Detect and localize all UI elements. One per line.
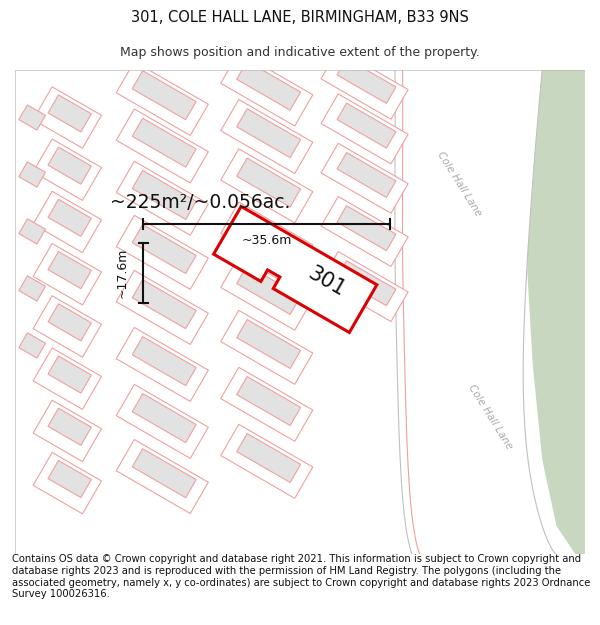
Polygon shape — [116, 328, 208, 401]
Polygon shape — [33, 400, 101, 462]
Polygon shape — [48, 147, 91, 184]
Polygon shape — [221, 202, 313, 276]
Polygon shape — [116, 384, 208, 458]
Polygon shape — [132, 279, 196, 329]
Polygon shape — [337, 261, 396, 306]
Polygon shape — [48, 95, 91, 132]
Polygon shape — [33, 244, 101, 305]
Text: Map shows position and indicative extent of the property.: Map shows position and indicative extent… — [120, 46, 480, 59]
Polygon shape — [33, 296, 101, 357]
Polygon shape — [237, 434, 301, 482]
Polygon shape — [19, 162, 46, 187]
Polygon shape — [33, 348, 101, 409]
Text: 301: 301 — [304, 263, 349, 301]
Polygon shape — [321, 143, 408, 213]
Text: Contains OS data © Crown copyright and database right 2021. This information is : Contains OS data © Crown copyright and d… — [12, 554, 590, 599]
Polygon shape — [132, 449, 196, 498]
Polygon shape — [337, 206, 396, 251]
Polygon shape — [116, 271, 208, 344]
Polygon shape — [237, 376, 301, 426]
Polygon shape — [390, 70, 556, 554]
Polygon shape — [132, 224, 196, 274]
Polygon shape — [19, 332, 46, 358]
Polygon shape — [48, 251, 91, 289]
Polygon shape — [221, 99, 313, 174]
Polygon shape — [116, 439, 208, 514]
Polygon shape — [33, 191, 101, 253]
Polygon shape — [116, 109, 208, 183]
Polygon shape — [132, 71, 196, 119]
Polygon shape — [19, 276, 46, 301]
Polygon shape — [214, 206, 377, 332]
Polygon shape — [132, 171, 196, 219]
Polygon shape — [237, 109, 301, 158]
Polygon shape — [33, 87, 101, 148]
Text: ~35.6m: ~35.6m — [242, 234, 292, 248]
Polygon shape — [237, 158, 301, 207]
Polygon shape — [19, 105, 46, 130]
Polygon shape — [48, 199, 91, 236]
Polygon shape — [321, 49, 408, 119]
Polygon shape — [48, 408, 91, 446]
Polygon shape — [221, 256, 313, 330]
Polygon shape — [221, 149, 313, 223]
Polygon shape — [48, 356, 91, 393]
Polygon shape — [337, 152, 396, 198]
Polygon shape — [337, 59, 396, 103]
Polygon shape — [337, 103, 396, 148]
Text: ~225m²/~0.056ac.: ~225m²/~0.056ac. — [110, 194, 290, 213]
Polygon shape — [132, 118, 196, 167]
Polygon shape — [33, 452, 101, 514]
Polygon shape — [221, 368, 313, 441]
Polygon shape — [221, 424, 313, 498]
Polygon shape — [116, 216, 208, 289]
Polygon shape — [321, 251, 408, 321]
Polygon shape — [526, 70, 585, 554]
Polygon shape — [321, 94, 408, 164]
Polygon shape — [132, 394, 196, 442]
Polygon shape — [132, 337, 196, 386]
Text: ~17.6m: ~17.6m — [116, 248, 129, 298]
Polygon shape — [33, 139, 101, 201]
Text: 301, COLE HALL LANE, BIRMINGHAM, B33 9NS: 301, COLE HALL LANE, BIRMINGHAM, B33 9NS — [131, 10, 469, 25]
Polygon shape — [237, 319, 301, 369]
Polygon shape — [48, 461, 91, 498]
Polygon shape — [321, 196, 408, 266]
Text: Cole Hall Lane: Cole Hall Lane — [436, 150, 484, 218]
Text: Cole Hall Lane: Cole Hall Lane — [466, 382, 514, 451]
Polygon shape — [221, 52, 313, 126]
Polygon shape — [237, 266, 301, 314]
Polygon shape — [221, 311, 313, 384]
Polygon shape — [237, 61, 301, 110]
Polygon shape — [116, 161, 208, 235]
Polygon shape — [237, 211, 301, 260]
Polygon shape — [116, 61, 208, 136]
Polygon shape — [48, 304, 91, 341]
Polygon shape — [19, 219, 46, 244]
